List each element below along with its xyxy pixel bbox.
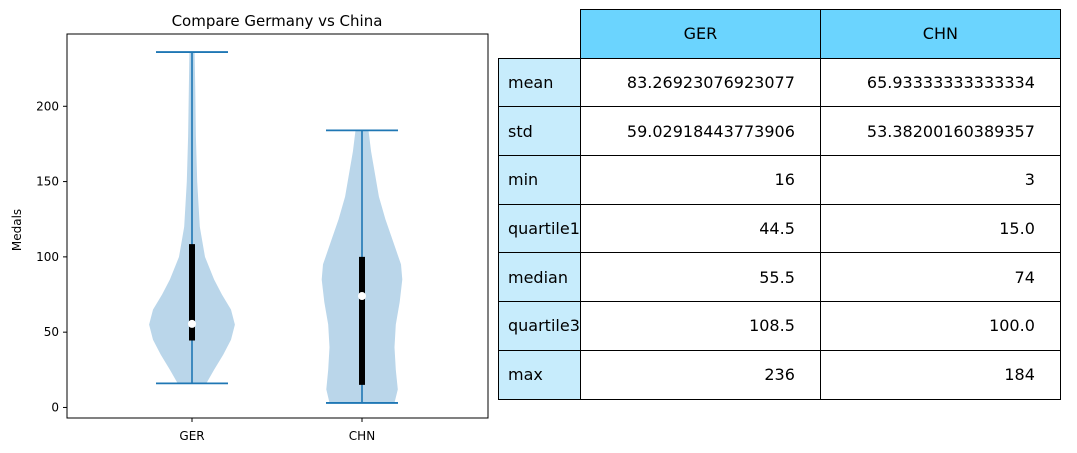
table-row: median 55.5 74 — [498, 252, 1061, 303]
plot-frame — [66, 33, 489, 419]
table-row: quartile3 108.5 100.0 — [498, 301, 1061, 351]
table-cell: 15.0 — [819, 203, 1061, 254]
table-cell: 55.5 — [579, 252, 821, 303]
y-tick-label: 200 — [36, 99, 59, 113]
statistics-table: GER CHN mean 83.26923076923077 65.933333… — [498, 9, 1061, 400]
table-cell: 74 — [819, 252, 1061, 303]
table-cell: 16 — [579, 155, 821, 205]
row-header: median — [498, 252, 581, 303]
violin-median-dot-chn — [358, 292, 366, 301]
table-cell: 65.93333333333334 — [819, 57, 1061, 108]
chart-title: Compare Germany vs China — [172, 12, 383, 30]
row-header: mean — [498, 57, 581, 108]
column-header-chn: CHN — [819, 9, 1061, 59]
table-cell: 59.02918443773906 — [579, 106, 821, 157]
y-tick-label: 100 — [36, 250, 59, 264]
table-row: min 16 3 — [498, 155, 1061, 205]
table-row: mean 83.26923076923077 65.93333333333334 — [498, 57, 1061, 108]
table-cell: 100.0 — [819, 301, 1061, 351]
row-header: max — [498, 349, 581, 400]
row-header: min — [498, 155, 581, 205]
table-cell: 44.5 — [579, 203, 821, 254]
table-row: quartile1 44.5 15.0 — [498, 203, 1061, 254]
table-row: std 59.02918443773906 53.38200160389357 — [498, 106, 1061, 157]
row-header: quartile1 — [498, 203, 581, 254]
plot-area — [149, 51, 403, 404]
table-cell: 83.26923076923077 — [579, 57, 821, 108]
table-cell: 236 — [579, 349, 821, 400]
table-row: max 236 184 — [498, 349, 1061, 400]
column-header-ger: GER — [579, 9, 821, 59]
table-cell: 108.5 — [579, 301, 821, 351]
table-corner-cell — [499, 10, 581, 59]
row-header: std — [498, 106, 581, 157]
x-tick-label-chn: CHN — [349, 429, 375, 443]
y-tick-label: 150 — [36, 175, 59, 189]
violin-chart: Compare Germany vs China Medals GER CHN 0 5… — [10, 12, 489, 443]
x-tick-label-ger: GER — [179, 429, 204, 443]
table-cell: 53.38200160389357 — [819, 106, 1061, 157]
y-axis-label: Medals — [10, 209, 24, 251]
y-tick-label: 0 — [51, 400, 59, 414]
table-header-row: GER CHN — [499, 9, 1061, 59]
table-cell: 184 — [819, 349, 1061, 400]
y-tick-label: 50 — [44, 325, 59, 339]
violin-median-dot-ger — [188, 319, 196, 328]
table-cell: 3 — [819, 155, 1061, 205]
row-header: quartile3 — [498, 301, 581, 351]
